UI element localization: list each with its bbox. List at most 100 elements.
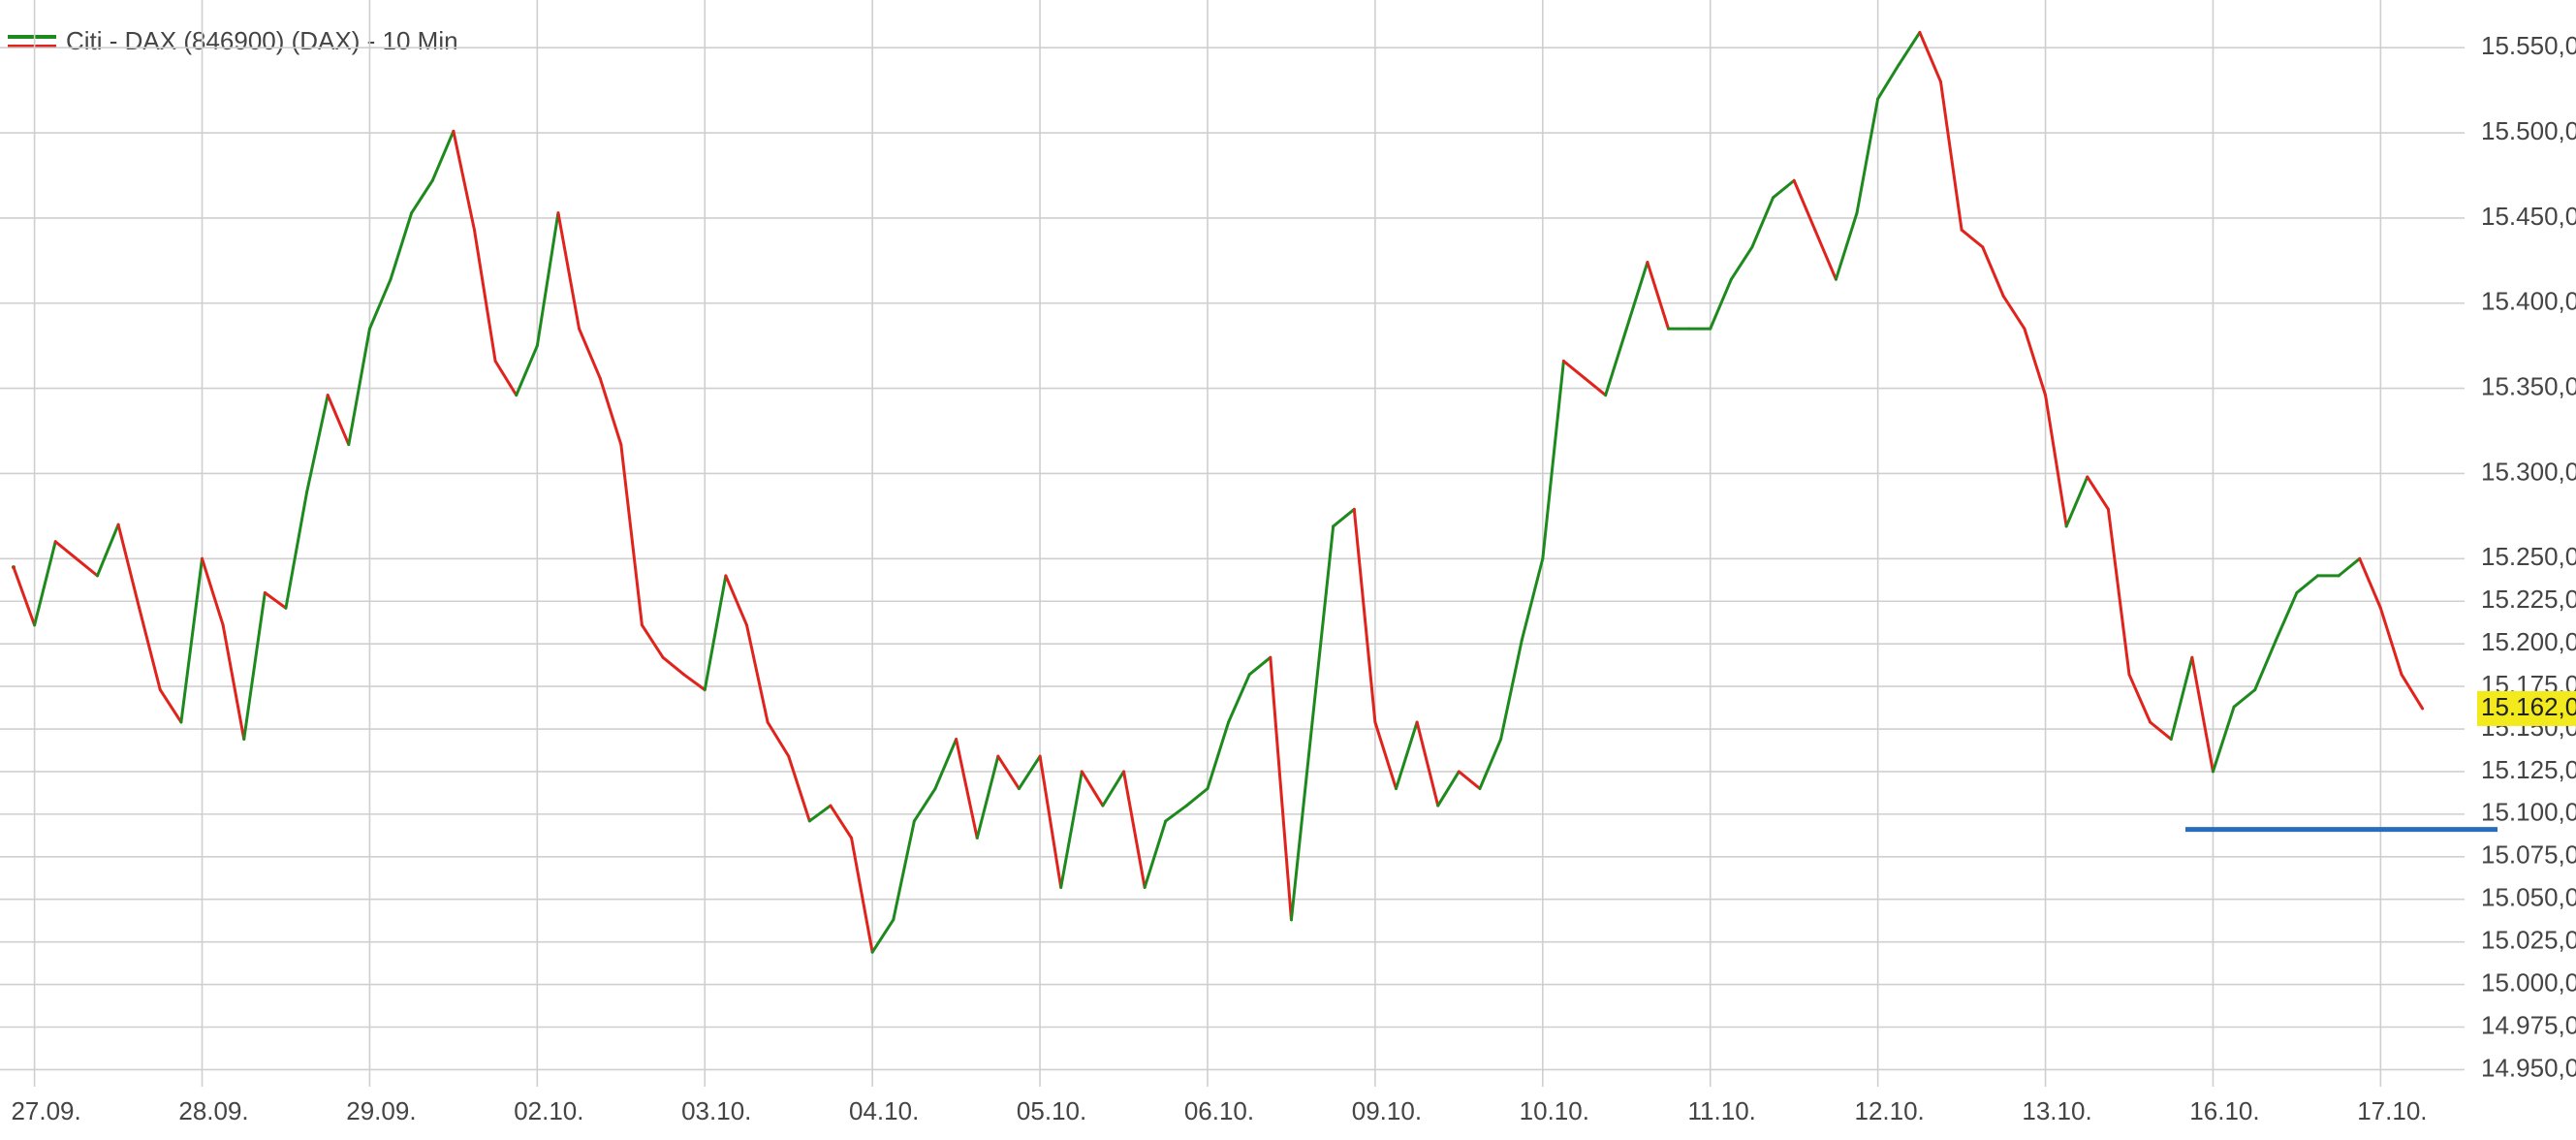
price-segment xyxy=(347,327,371,447)
price-segment xyxy=(2127,673,2152,724)
price-segment xyxy=(619,443,644,627)
price-segment xyxy=(2044,394,2068,528)
price-segment xyxy=(1184,787,1209,808)
price-segment xyxy=(1206,720,1231,791)
price-segment xyxy=(766,720,791,758)
price-segment xyxy=(1227,673,1251,724)
price-segment xyxy=(1855,97,1880,215)
y-tick-label: 15.300,0 xyxy=(2481,457,2576,486)
price-segment xyxy=(1038,754,1063,889)
price-segment xyxy=(1876,63,1901,101)
price-segment xyxy=(1436,770,1461,808)
price-segment xyxy=(870,918,895,954)
price-segment xyxy=(1332,507,1356,528)
x-tick-label: 10.10. xyxy=(1520,1096,1589,1125)
price-segment xyxy=(2378,606,2403,677)
price-segment xyxy=(1499,639,1524,742)
price-segment xyxy=(1122,770,1147,889)
y-tick-label: 15.200,0 xyxy=(2481,627,2576,656)
price-segment xyxy=(955,738,979,839)
price-segment xyxy=(1541,359,1565,560)
price-segment xyxy=(1352,507,1377,724)
price-segment xyxy=(1729,245,1754,281)
price-segment xyxy=(578,327,602,380)
price-segment xyxy=(1395,720,1419,791)
price-segment xyxy=(912,787,937,823)
price-segment xyxy=(829,804,854,839)
x-tick-label: 11.10. xyxy=(1688,1096,1756,1125)
price-segment xyxy=(389,211,414,281)
price-segment xyxy=(75,556,99,578)
price-segment xyxy=(2023,327,2048,397)
price-segment xyxy=(787,754,811,823)
price-segment xyxy=(1478,738,1503,791)
price-segment xyxy=(2190,655,2215,774)
price-segment xyxy=(996,754,1021,791)
price-segment xyxy=(326,394,351,447)
x-tick-label: 27.09. xyxy=(11,1096,80,1125)
price-segment xyxy=(221,623,246,742)
price-segment xyxy=(1938,79,1963,232)
price-segment xyxy=(1101,770,1126,808)
price-segment xyxy=(410,178,434,215)
price-segment xyxy=(1583,376,1608,397)
y-tick-label: 14.950,0 xyxy=(2481,1053,2576,1082)
price-segment xyxy=(2001,295,2026,331)
price-segment xyxy=(2358,556,2382,610)
y-tick-label: 15.350,0 xyxy=(2481,371,2576,400)
chart-title: Citi - DAX (846900) (DAX) - 10 Min xyxy=(66,26,458,55)
price-segment xyxy=(12,565,37,627)
price-segment xyxy=(515,344,539,397)
price-segment xyxy=(242,590,267,742)
y-tick-label: 15.075,0 xyxy=(2481,840,2576,870)
price-segment xyxy=(1792,178,1817,232)
price-segment xyxy=(1289,720,1314,922)
price-segment xyxy=(1269,655,1293,922)
last-price-label: 15.162,0 xyxy=(2481,692,2576,721)
price-segment xyxy=(2274,590,2299,643)
y-tick-label: 15.400,0 xyxy=(2481,287,2576,316)
price-segment xyxy=(1373,720,1398,791)
price-segment xyxy=(2211,705,2236,774)
price-segment xyxy=(1709,277,1733,331)
price-segment xyxy=(1646,261,1670,331)
price-segment xyxy=(1918,30,1942,83)
price-segment xyxy=(1520,556,1545,643)
price-segment xyxy=(201,556,225,627)
x-tick-label: 09.10. xyxy=(1352,1096,1422,1125)
x-tick-label: 12.10. xyxy=(1854,1096,1924,1125)
price-segment xyxy=(1750,196,1775,249)
y-tick-label: 15.025,0 xyxy=(2481,926,2576,955)
grid xyxy=(0,0,2465,1087)
price-segment xyxy=(138,606,162,692)
x-tick-label: 03.10. xyxy=(681,1096,751,1125)
price-segment xyxy=(807,804,832,823)
price-segment xyxy=(2337,556,2362,578)
price-segment xyxy=(724,574,748,627)
price-segment xyxy=(493,359,518,397)
y-tick-label: 15.250,0 xyxy=(2481,542,2576,571)
price-segment xyxy=(892,819,916,922)
price-segment xyxy=(1897,30,1922,67)
price-segment xyxy=(430,129,456,182)
price-segment xyxy=(472,228,497,363)
price-segment xyxy=(1457,770,1482,791)
price-segment xyxy=(556,211,581,331)
price-segment xyxy=(1415,720,1440,808)
price-segment xyxy=(2232,688,2257,709)
price-segment xyxy=(305,394,330,494)
price-segment xyxy=(535,211,560,348)
price-segment xyxy=(1772,178,1796,200)
price-segment xyxy=(1247,655,1272,677)
price-segment xyxy=(640,623,665,659)
x-tick-label: 05.10. xyxy=(1017,1096,1086,1125)
x-tick-label: 17.10. xyxy=(2357,1096,2427,1125)
price-segment xyxy=(2149,720,2173,742)
x-tick-label: 13.10. xyxy=(2022,1096,2091,1125)
price-segment xyxy=(158,688,183,724)
price-segment xyxy=(1561,359,1586,380)
price-segment xyxy=(598,376,623,447)
price-segment xyxy=(744,623,770,724)
